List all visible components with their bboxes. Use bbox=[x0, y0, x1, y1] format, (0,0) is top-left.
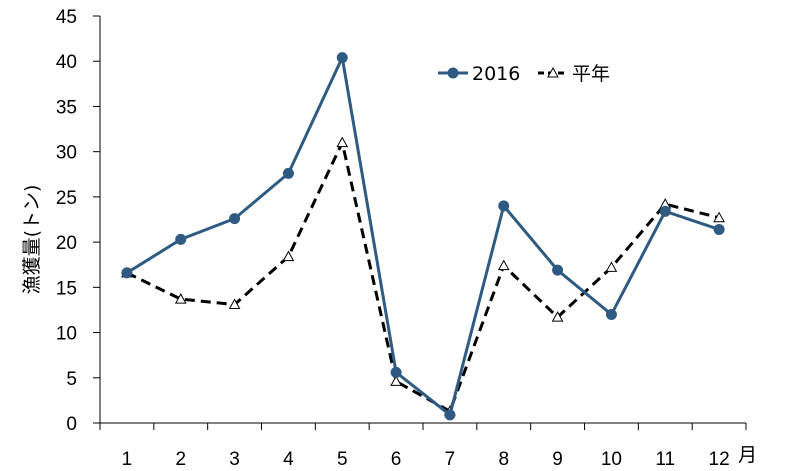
data-point bbox=[174, 293, 187, 304]
data-point bbox=[551, 311, 564, 322]
data-point bbox=[121, 267, 133, 279]
x-tick-label: 7 bbox=[445, 449, 456, 470]
data-point bbox=[390, 375, 402, 386]
data-point bbox=[175, 233, 187, 245]
x-tick-label: 4 bbox=[283, 449, 294, 470]
x-tick-label: 5 bbox=[337, 449, 348, 470]
y-tick-label: 30 bbox=[56, 143, 77, 164]
data-point bbox=[498, 200, 510, 212]
data-point bbox=[713, 223, 725, 235]
y-tick-label: 15 bbox=[56, 278, 77, 299]
series-normal-year bbox=[121, 136, 725, 416]
x-axis-unit: 月 bbox=[738, 444, 757, 466]
y-tick-label: 10 bbox=[56, 324, 77, 345]
x-tick-label: 10 bbox=[601, 449, 622, 470]
data-point bbox=[605, 261, 618, 272]
data-point bbox=[444, 409, 456, 421]
data-point bbox=[336, 136, 349, 148]
data-point bbox=[713, 211, 725, 223]
x-tick-label: 12 bbox=[709, 449, 730, 470]
data-point bbox=[282, 167, 294, 179]
y-tick-label: 0 bbox=[66, 414, 77, 435]
data-point bbox=[229, 213, 241, 225]
data-point bbox=[390, 366, 402, 378]
legend: 2016 平年 bbox=[438, 63, 610, 85]
data-point bbox=[228, 298, 241, 310]
x-tick-label: 8 bbox=[498, 449, 509, 470]
x-tick-label: 9 bbox=[552, 449, 563, 470]
series-layer bbox=[121, 52, 725, 421]
y-tick-label: 35 bbox=[56, 97, 77, 118]
legend-swatch-marker bbox=[447, 67, 459, 79]
series-line bbox=[126, 138, 720, 414]
x-tick-label: 1 bbox=[122, 449, 133, 470]
series-year-2016 bbox=[121, 52, 725, 421]
data-point bbox=[659, 205, 671, 217]
legend-label: 2016 bbox=[472, 63, 520, 85]
x-tick-label: 6 bbox=[391, 449, 402, 470]
y-tick-label: 40 bbox=[56, 52, 77, 73]
x-tick-label: 11 bbox=[655, 449, 675, 470]
x-tick-label: 3 bbox=[229, 449, 240, 470]
data-point bbox=[552, 264, 564, 276]
y-tick-label: 25 bbox=[56, 188, 77, 209]
legend-item: 平年 bbox=[538, 63, 610, 85]
data-point bbox=[282, 250, 295, 262]
data-point bbox=[336, 52, 348, 64]
y-axis-title: 漁獲量(トン) bbox=[21, 185, 43, 295]
y-tick-label: 5 bbox=[66, 369, 77, 390]
legend-item: 2016 bbox=[438, 63, 520, 85]
legend-label: 平年 bbox=[572, 63, 610, 85]
data-point bbox=[605, 308, 617, 320]
legend-swatch-marker bbox=[547, 66, 559, 78]
axes bbox=[93, 15, 747, 430]
x-tick-label: 2 bbox=[175, 449, 186, 470]
data-point bbox=[497, 259, 510, 271]
y-tick-label: 45 bbox=[56, 7, 77, 28]
series-line bbox=[126, 52, 720, 418]
y-tick-label: 20 bbox=[56, 233, 77, 254]
